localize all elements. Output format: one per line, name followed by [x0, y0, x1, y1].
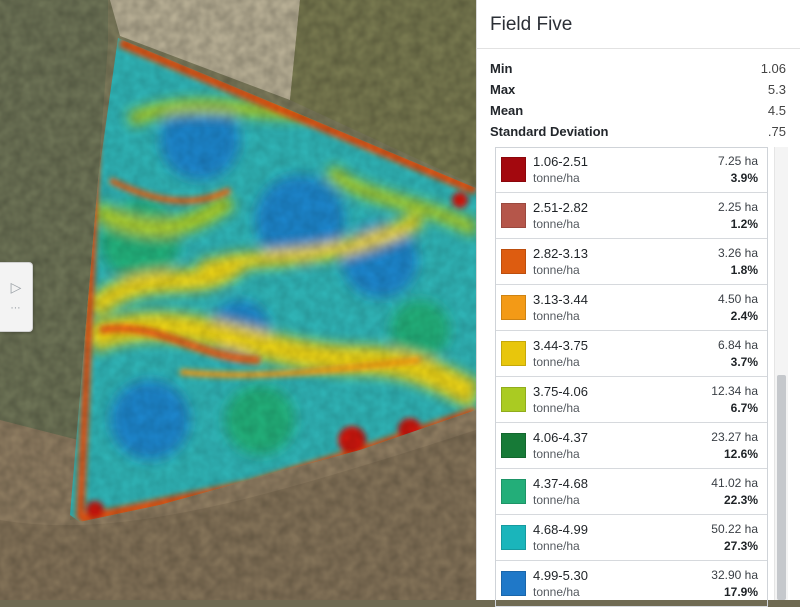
stat-value: 1.06	[760, 61, 786, 76]
yield-stats: Min 1.06 Max 5.3 Mean 4.5 Standard Devia…	[490, 58, 786, 142]
legend-unit: tonne/ha	[533, 401, 580, 415]
legend-percent: 17.9%	[723, 585, 758, 599]
field-summary-panel: Field Five Min 1.06 Max 5.3 Mean 4.5 Sta…	[476, 0, 800, 607]
color-swatch	[501, 295, 526, 320]
legend-unit: tonne/ha	[533, 493, 580, 507]
color-swatch	[501, 157, 526, 182]
legend-range: 3.13-3.44	[533, 292, 588, 307]
legend-percent: 6.7%	[730, 401, 758, 415]
legend-item[interactable]: 2.82-3.13 tonne/ha 3.26 ha 1.8%	[496, 240, 767, 285]
yield-map[interactable]: ▷ ⋯	[0, 0, 476, 600]
color-swatch	[501, 479, 526, 504]
legend-percent: 2.4%	[730, 309, 758, 323]
legend-item[interactable]: 4.99-5.30 tonne/ha 32.90 ha 17.9%	[496, 562, 767, 607]
legend-item[interactable]: 4.06-4.37 tonne/ha 23.27 ha 12.6%	[496, 424, 767, 469]
legend-area: 7.25 ha	[717, 154, 758, 168]
color-swatch	[501, 249, 526, 274]
legend-range: 3.44-3.75	[533, 338, 588, 353]
legend-percent: 1.8%	[730, 263, 758, 277]
legend-unit: tonne/ha	[533, 447, 580, 461]
legend-percent: 27.3%	[723, 539, 758, 553]
color-swatch	[501, 433, 526, 458]
legend-percent: 1.2%	[730, 217, 758, 231]
legend-unit: tonne/ha	[533, 171, 580, 185]
legend-range: 4.99-5.30	[533, 568, 588, 583]
legend-unit: tonne/ha	[533, 263, 580, 277]
stat-mean: Mean 4.5	[490, 100, 786, 121]
legend-area: 41.02 ha	[711, 476, 758, 490]
color-swatch	[501, 341, 526, 366]
legend-range: 4.06-4.37	[533, 430, 588, 445]
legend-item[interactable]: 3.44-3.75 tonne/ha 6.84 ha 3.7%	[496, 332, 767, 377]
stat-value: 5.3	[767, 82, 786, 97]
legend-unit: tonne/ha	[533, 539, 580, 553]
legend-unit: tonne/ha	[533, 355, 580, 369]
legend-scrollbar[interactable]	[774, 147, 788, 600]
legend-area: 50.22 ha	[711, 522, 758, 536]
panel-toggle-icon[interactable]: ▷	[10, 279, 22, 295]
color-swatch	[501, 387, 526, 412]
stat-value: 4.5	[767, 103, 786, 118]
legend-unit: tonne/ha	[533, 309, 580, 323]
legend-item[interactable]: 3.13-3.44 tonne/ha 4.50 ha 2.4%	[496, 286, 767, 331]
legend-area: 2.25 ha	[717, 200, 758, 214]
legend-range: 2.51-2.82	[533, 200, 588, 215]
legend-area: 12.34 ha	[711, 384, 758, 398]
legend-range: 1.06-2.51	[533, 154, 588, 169]
legend-item[interactable]: 3.75-4.06 tonne/ha 12.34 ha 6.7%	[496, 378, 767, 423]
legend-area: 32.90 ha	[711, 568, 758, 582]
legend-area: 3.26 ha	[717, 246, 758, 260]
legend-area: 23.27 ha	[711, 430, 758, 444]
legend-item[interactable]: 4.68-4.99 tonne/ha 50.22 ha 27.3%	[496, 516, 767, 561]
map-canvas[interactable]	[0, 0, 476, 600]
yield-legend[interactable]: 1.06-2.51 tonne/ha 7.25 ha 3.9% 2.51-2.8…	[495, 147, 768, 607]
legend-item[interactable]: 1.06-2.51 tonne/ha 7.25 ha 3.9%	[496, 148, 767, 193]
stat-label: Standard Deviation	[490, 124, 609, 139]
legend-unit: tonne/ha	[533, 217, 580, 231]
color-swatch	[501, 203, 526, 228]
stat-std-dev: Standard Deviation .75	[490, 121, 786, 142]
stat-label: Mean	[490, 103, 524, 118]
legend-percent: 3.9%	[730, 171, 758, 185]
panel-toggle-tab[interactable]: ▷ ⋯	[0, 262, 33, 332]
legend-range: 4.68-4.99	[533, 522, 588, 537]
title-divider	[477, 48, 800, 49]
legend-item[interactable]: 4.37-4.68 tonne/ha 41.02 ha 22.3%	[496, 470, 767, 515]
color-swatch	[501, 571, 526, 596]
more-icon: ⋯	[10, 303, 22, 314]
stat-label: Max	[490, 82, 516, 97]
field-title: Field Five	[490, 14, 573, 35]
scrollbar-thumb[interactable]	[777, 375, 786, 600]
legend-percent: 22.3%	[723, 493, 758, 507]
legend-range: 4.37-4.68	[533, 476, 588, 491]
legend-percent: 3.7%	[730, 355, 758, 369]
legend-range: 3.75-4.06	[533, 384, 588, 399]
legend-item[interactable]: 2.51-2.82 tonne/ha 2.25 ha 1.2%	[496, 194, 767, 239]
stat-min: Min 1.06	[490, 58, 786, 79]
legend-unit: tonne/ha	[533, 585, 580, 599]
stat-value: .75	[767, 124, 786, 139]
color-swatch	[501, 525, 526, 550]
legend-area: 6.84 ha	[717, 338, 758, 352]
legend-percent: 12.6%	[723, 447, 758, 461]
stat-label: Min	[490, 61, 513, 76]
legend-area: 4.50 ha	[717, 292, 758, 306]
legend-range: 2.82-3.13	[533, 246, 588, 261]
stat-max: Max 5.3	[490, 79, 786, 100]
